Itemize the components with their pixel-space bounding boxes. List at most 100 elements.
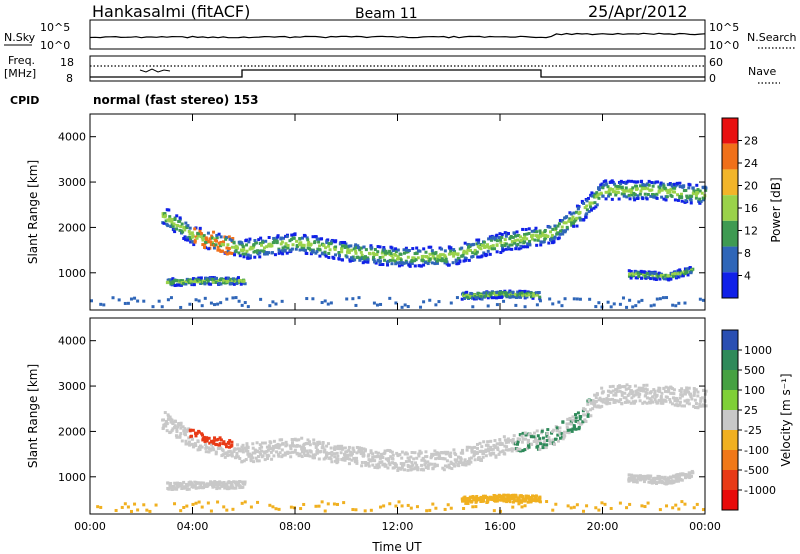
- scatter-cell: [479, 449, 483, 453]
- scatter-cell: [376, 451, 380, 455]
- scatter-cell: [170, 220, 174, 224]
- scatter-cell: [671, 474, 675, 478]
- scatter-cell: [186, 238, 190, 242]
- scatter-cell: [241, 450, 245, 454]
- scatter-cell: [363, 448, 367, 452]
- colorbar-tick-label: 100: [744, 384, 765, 397]
- scatter-cell: [524, 433, 528, 437]
- scatter-cell: [162, 221, 166, 225]
- scatter-cell: [438, 246, 442, 250]
- scatter-cell: [685, 386, 689, 390]
- scatter-cell: [209, 441, 213, 445]
- scatter-cell: [531, 494, 535, 498]
- scatter-cell: [535, 293, 539, 297]
- scatter-cell: [558, 432, 562, 436]
- scatter-cell: [334, 253, 338, 257]
- scatter-cell: [254, 241, 258, 245]
- scatter-cell: [586, 410, 590, 414]
- scatter-cell: [222, 440, 226, 444]
- scatter-cell: [412, 457, 416, 461]
- freq-unit-label: [MHz]: [4, 67, 36, 80]
- scatter-cell: [602, 397, 606, 401]
- scatter-cell: [440, 257, 444, 261]
- scatter-cell: [284, 234, 288, 238]
- scatter-cell: [265, 453, 269, 457]
- scatter-cell: [565, 227, 569, 231]
- scatter-cell: [438, 255, 442, 259]
- scatter-cell: [170, 418, 174, 422]
- scatter-cell: [652, 195, 656, 199]
- scatter-cell: [604, 181, 608, 185]
- scatter-cell: [203, 439, 207, 443]
- scatter-cell: [378, 456, 382, 460]
- scatter-cell: [666, 191, 670, 195]
- scatter-cell: [701, 403, 705, 407]
- scatter-cell: [696, 406, 700, 410]
- scatter-cell: [452, 248, 456, 252]
- ground-cell: [661, 296, 665, 300]
- scatter-cell: [466, 497, 470, 501]
- scatter-cell: [595, 191, 599, 195]
- ground-cell: [354, 303, 358, 307]
- scatter-cell: [184, 439, 188, 443]
- ground-cell: [563, 297, 567, 301]
- scatter-cell: [535, 441, 539, 445]
- scatter-cell: [634, 184, 638, 188]
- scatter-cell: [699, 200, 703, 204]
- scatter-cell: [481, 494, 485, 498]
- scatter-cell: [704, 389, 708, 393]
- scatter-cell: [637, 395, 641, 399]
- scatter-cell: [349, 450, 353, 454]
- scatter-cell: [516, 242, 520, 246]
- scatter-cell: [646, 192, 650, 196]
- scatter-cell: [351, 255, 355, 259]
- ground-cell: [600, 501, 604, 505]
- ground-cell: [142, 299, 146, 303]
- scatter-cell: [205, 438, 209, 442]
- scatter-cell: [244, 458, 248, 462]
- colorbar-tick-label: -500: [744, 464, 769, 477]
- ground-cell: [640, 504, 644, 508]
- scatter-cell: [659, 401, 663, 405]
- scatter-cell: [666, 277, 670, 281]
- scatter-cell: [167, 280, 171, 284]
- ground-cell: [323, 299, 327, 303]
- scatter-cell: [692, 393, 696, 397]
- colorbar-tick-label: 20: [744, 180, 758, 193]
- scatter-cell: [689, 394, 693, 398]
- scatter-cell: [171, 224, 175, 228]
- scatter-cell: [212, 482, 216, 486]
- scatter-cell: [638, 474, 642, 478]
- ground-cell: [142, 503, 146, 507]
- scatter-cell: [384, 251, 388, 255]
- scatter-cell: [301, 446, 305, 450]
- scatter-cell: [616, 190, 620, 194]
- scatter-cell: [188, 232, 192, 236]
- scatter-cell: [304, 441, 308, 445]
- scatter-cell: [629, 389, 633, 393]
- scatter-cell: [669, 479, 673, 483]
- scatter-cell: [578, 417, 582, 421]
- scatter-cell: [423, 459, 427, 463]
- scatter-cell: [196, 231, 200, 235]
- scatter-cell: [426, 464, 430, 468]
- scatter-cell: [645, 197, 649, 201]
- scatter-cell: [666, 183, 670, 187]
- scatter-cell: [403, 468, 407, 472]
- scatter-cell: [521, 437, 525, 441]
- scatter-cell: [210, 443, 214, 447]
- y-tick-label: 3000: [58, 380, 86, 393]
- scatter-cell: [485, 499, 489, 503]
- scatter-cell: [234, 244, 238, 248]
- scatter-cell: [241, 443, 245, 447]
- scatter-cell: [648, 474, 652, 478]
- scatter-cell: [675, 275, 679, 279]
- scatter-cell: [176, 425, 180, 429]
- scatter-cell: [551, 227, 555, 231]
- scatter-cell: [221, 453, 225, 457]
- ground-cell: [129, 509, 133, 513]
- scatter-cell: [377, 465, 381, 469]
- scatter-cell: [472, 454, 476, 458]
- scatter-cell: [298, 444, 302, 448]
